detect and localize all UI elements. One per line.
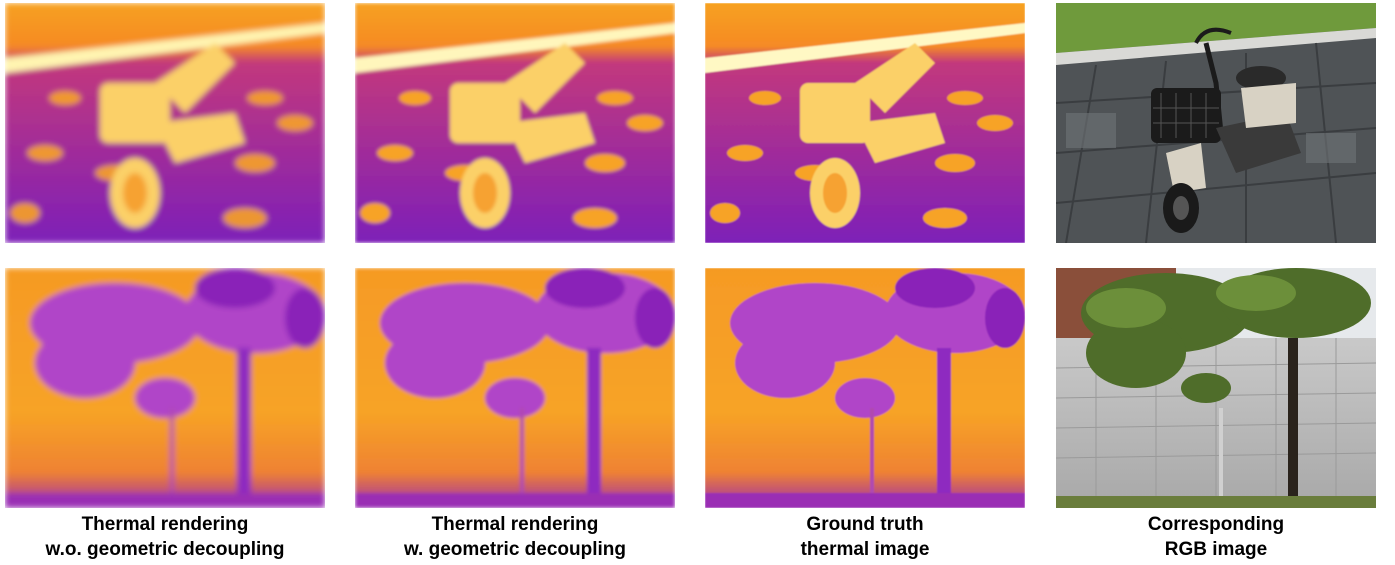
caption-line-2: w.o. geometric decoupling: [45, 539, 285, 560]
caption-line-1: Ground truth: [806, 514, 924, 535]
caption-ground-truth: Ground truth thermal image: [695, 512, 1035, 562]
thermal-render-no-decoupling-scooter: [5, 3, 325, 243]
caption-line-2: RGB image: [1164, 539, 1268, 560]
caption-line-1: Thermal rendering: [81, 514, 249, 535]
thermal-render-decoupling-scooter: [355, 3, 675, 243]
caption-render-decoupling: Thermal rendering w. geometric decouplin…: [345, 512, 685, 562]
ground-truth-thermal-scooter: [705, 3, 1025, 243]
thermal-render-decoupling-tree: [355, 268, 675, 508]
rgb-image-tree: [1056, 268, 1376, 508]
caption-render-no-decoupling: Thermal rendering w.o. geometric decoupl…: [0, 512, 335, 562]
thermal-render-no-decoupling-tree: [5, 268, 325, 508]
caption-line-1: Corresponding: [1147, 514, 1285, 535]
caption-line-2: thermal image: [800, 539, 930, 560]
caption-line-1: Thermal rendering: [431, 514, 599, 535]
caption-rgb: Corresponding RGB image: [1046, 512, 1386, 562]
rgb-image-scooter: [1056, 3, 1376, 243]
ground-truth-thermal-tree: [705, 268, 1025, 508]
caption-line-2: w. geometric decoupling: [403, 539, 627, 560]
